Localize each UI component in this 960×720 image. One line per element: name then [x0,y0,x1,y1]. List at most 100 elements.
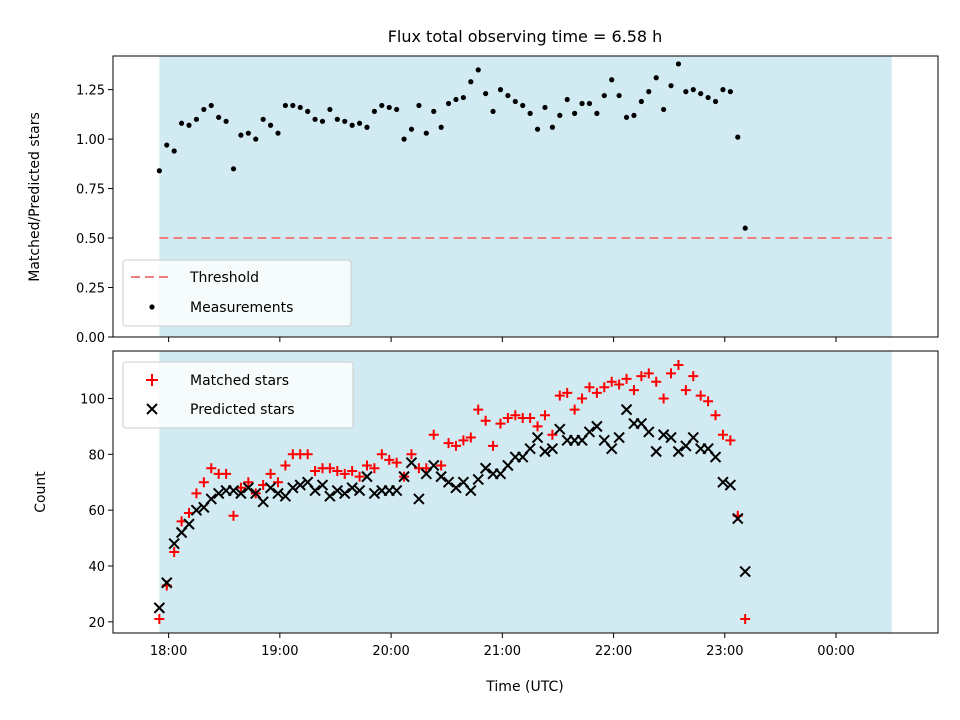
matched-stars-point [347,466,358,477]
measurements-point [282,102,289,109]
ratio-axis-ticks: 0.00 0.25 0.50 0.75 1.00 1.25 [76,84,837,346]
measurements-point [356,120,363,126]
matched-stars-point [473,404,484,415]
measurements-point [475,67,481,73]
matched-stars-point [450,440,461,451]
predicted-stars-point [650,445,662,458]
matched-stars-point [577,393,588,404]
matched-stars-point [584,382,595,393]
predicted-stars-point [442,476,455,488]
measurements-point [483,90,489,97]
count-x-tick-label: 00:00 [817,644,854,659]
predicted-stars-point [465,484,477,497]
predicted-stars-point [620,403,633,416]
measurements-point [223,118,229,124]
measurements-point [594,110,600,116]
predicted-stars-point [272,487,284,500]
ratio-y-tick-label: 0.25 [76,282,105,297]
matched-stars-point [488,440,499,451]
measurements-point [468,79,474,85]
ratio-y-tick-label: 0.50 [76,232,105,247]
predicted-stars-point [732,512,744,525]
legend-predicted-swatch [146,403,158,415]
matched-stars-point [606,376,617,387]
count-marks [153,359,751,625]
matched-stars-point [169,547,180,558]
measurements-point [164,142,170,148]
matched-stars-point [332,466,343,477]
ratio-y-tick-label: 0.00 [76,331,105,346]
measurements-point [394,106,400,113]
measurements-point [401,136,407,142]
predicted-stars-point [665,431,677,444]
measurements-point [371,108,378,115]
count-y-tick-label: 80 [88,448,105,463]
matched-stars-point [428,429,439,440]
matched-stars-point [621,373,632,384]
predicted-stars-point [183,518,195,530]
predicted-stars-point [724,479,737,491]
predicted-stars-point [709,451,722,463]
measurements-point [527,110,533,116]
measurements-point [423,130,429,136]
measurements-point [520,102,526,109]
predicted-stars-point [212,487,225,500]
measurements-point [216,114,222,120]
measurements-point [431,108,437,115]
predicted-stars-point [294,479,306,491]
predicted-stars-point [657,429,670,441]
matched-stars-point [673,359,684,370]
predicted-stars-point [264,482,277,494]
predicted-stars-point [717,476,729,488]
measurements-point [364,124,370,130]
measurements-point [705,94,711,101]
matched-stars-point [302,449,313,460]
matched-stars-point [554,390,565,401]
matched-stars-point [725,435,736,446]
measurements-point [260,116,266,122]
matched-stars-point [324,463,335,474]
predicted-stars-point [190,504,203,516]
predicted-stars-point [531,431,544,444]
ratio-marks [156,61,748,231]
matched-stars-point [273,477,283,488]
measurements-point [171,148,177,154]
predicted-stars-point [739,565,751,578]
count-axis-ticks: 20 40 60 80 100 18:00 19:00 20:00 21:00 22:00 23:0… [80,392,855,659]
predicted-stars-point [227,484,240,497]
measurements-point [408,126,415,132]
predicted-stars-point [546,443,559,455]
predicted-stars-point [339,487,351,500]
measurements-point [490,108,496,115]
legend-measurements-label: Measurements [190,300,293,316]
matched-stars-point [391,457,402,468]
predicted-stars-point [672,445,685,458]
count-y-tick-label: 20 [88,616,105,631]
measurements-point [653,75,659,81]
measurements-point [319,118,326,124]
measurements-point [646,89,652,95]
measurements-point [534,126,541,132]
matched-stars-point [221,468,232,479]
matched-stars-point [532,421,543,432]
matched-stars-point [458,435,469,446]
x-axis-label: Time (UTC) [485,679,563,695]
measurements-point [675,61,682,67]
measurements-point [379,102,385,109]
matched-stars-point [688,371,699,382]
count-panel: 20 40 60 80 100 18:00 19:00 20:00 21:00 22:00 23:0… [33,350,939,695]
measurements-point [208,102,214,109]
predicted-stars-point [435,470,447,483]
measurements-point [245,130,251,136]
legend-measurements-swatch [149,304,155,310]
ratio-y-axis-label: Matched/Predicted stars [27,112,43,282]
measurements-point [609,77,615,83]
predicted-stars-point [161,577,173,589]
matched-stars-point [384,454,395,465]
predicted-stars-point [205,493,217,505]
measurements-point [460,94,466,101]
predicted-stars-point [524,443,536,455]
predicted-stars-point [428,459,440,472]
ratio-panel: 0.00 0.25 0.50 0.75 1.00 1.25 Matched/Predict… [27,55,939,346]
